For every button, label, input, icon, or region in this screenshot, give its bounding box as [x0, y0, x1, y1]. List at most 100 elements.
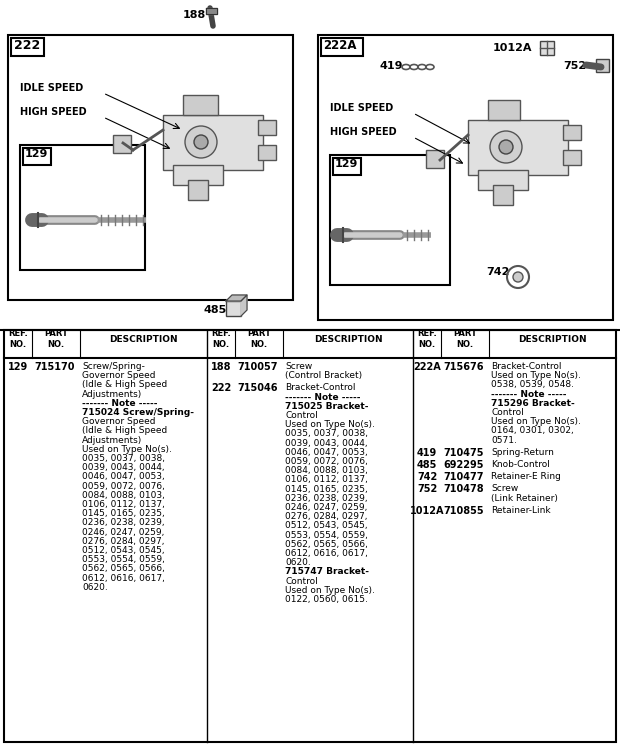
Text: 0084, 0088, 0103,: 0084, 0088, 0103, — [82, 491, 165, 500]
Text: 715025 Bracket-: 715025 Bracket- — [285, 402, 368, 411]
Text: (Idle & High Speed: (Idle & High Speed — [82, 380, 167, 389]
Bar — [0, 0, 620, 330]
Text: 752: 752 — [563, 61, 586, 71]
Text: Spring-Return: Spring-Return — [491, 448, 554, 457]
Text: DESCRIPTION: DESCRIPTION — [518, 335, 587, 344]
Polygon shape — [206, 8, 217, 14]
Text: 222A: 222A — [413, 362, 441, 372]
Bar — [258, 145, 276, 160]
Text: 0620.: 0620. — [82, 583, 108, 591]
Text: Screw/Spring-: Screw/Spring- — [82, 362, 145, 371]
Text: PART
NO.: PART NO. — [44, 330, 68, 349]
Text: 129: 129 — [25, 149, 48, 159]
Text: 1012A: 1012A — [493, 43, 533, 53]
Text: 0164, 0301, 0302,: 0164, 0301, 0302, — [491, 426, 574, 435]
Text: (Link Retainer): (Link Retainer) — [491, 493, 558, 503]
Text: Control: Control — [491, 408, 524, 417]
Text: PART
NO.: PART NO. — [453, 330, 477, 349]
Text: 0106, 0112, 0137,: 0106, 0112, 0137, — [285, 475, 368, 484]
Text: Screw: Screw — [285, 362, 312, 371]
Text: 0612, 0616, 0617,: 0612, 0616, 0617, — [285, 549, 368, 558]
Text: HIGH SPEED: HIGH SPEED — [20, 107, 87, 117]
Text: 0246, 0247, 0259,: 0246, 0247, 0259, — [285, 503, 368, 512]
Text: 419: 419 — [380, 61, 404, 71]
Text: Bracket-Control: Bracket-Control — [285, 383, 355, 392]
Bar — [163, 115, 263, 170]
Text: 0620.: 0620. — [285, 558, 311, 567]
Text: REF.
NO.: REF. NO. — [211, 330, 231, 349]
Circle shape — [513, 272, 523, 282]
Text: HIGH SPEED: HIGH SPEED — [330, 127, 397, 137]
Text: Used on Type No(s).: Used on Type No(s). — [82, 445, 172, 454]
Bar — [596, 59, 609, 72]
Text: 0084, 0088, 0103,: 0084, 0088, 0103, — [285, 466, 368, 475]
Text: 0046, 0047, 0053,: 0046, 0047, 0053, — [285, 448, 368, 457]
Bar — [563, 150, 581, 165]
Text: (Control Bracket): (Control Bracket) — [285, 371, 362, 380]
Text: Retainer-Link: Retainer-Link — [491, 506, 551, 515]
Bar — [188, 180, 208, 200]
Text: Bracket-Control: Bracket-Control — [491, 362, 562, 371]
Text: 752: 752 — [417, 484, 437, 495]
Text: 742: 742 — [417, 472, 437, 482]
Text: IDLE SPEED: IDLE SPEED — [330, 103, 393, 113]
Circle shape — [185, 126, 217, 158]
Text: Used on Type No(s).: Used on Type No(s). — [285, 586, 375, 594]
Circle shape — [490, 131, 522, 163]
Bar — [183, 95, 218, 115]
Text: 0553, 0554, 0559,: 0553, 0554, 0559, — [285, 530, 368, 539]
Bar — [493, 185, 513, 205]
Text: 419: 419 — [417, 448, 437, 458]
Text: 0553, 0554, 0559,: 0553, 0554, 0559, — [82, 555, 165, 564]
Bar — [333, 158, 361, 175]
Text: 485: 485 — [203, 305, 226, 315]
Text: DESCRIPTION: DESCRIPTION — [314, 335, 383, 344]
Bar — [8, 35, 293, 300]
Text: 0059, 0072, 0076,: 0059, 0072, 0076, — [285, 457, 368, 466]
Text: REF.
NO.: REF. NO. — [8, 330, 28, 349]
Text: 222: 222 — [211, 383, 231, 394]
Circle shape — [499, 140, 513, 154]
Text: Adjustments): Adjustments) — [82, 435, 142, 445]
Text: ------- Note -----: ------- Note ----- — [491, 390, 567, 399]
Bar — [318, 35, 613, 320]
Text: 715676: 715676 — [443, 362, 484, 372]
Text: DESCRIPTION: DESCRIPTION — [109, 335, 178, 344]
Text: 710477: 710477 — [443, 472, 484, 482]
Text: 0612, 0616, 0617,: 0612, 0616, 0617, — [82, 574, 165, 583]
Text: 0145, 0165, 0235,: 0145, 0165, 0235, — [285, 484, 368, 493]
Text: 0059, 0072, 0076,: 0059, 0072, 0076, — [82, 481, 165, 490]
Text: 0035, 0037, 0038,: 0035, 0037, 0038, — [285, 429, 368, 438]
Bar — [321, 38, 363, 56]
Text: 0571.: 0571. — [491, 435, 517, 445]
Bar — [540, 41, 554, 55]
Text: 692295: 692295 — [443, 460, 484, 470]
Text: 0035, 0037, 0038,: 0035, 0037, 0038, — [82, 454, 165, 463]
Text: 222A: 222A — [323, 39, 356, 52]
Text: 0145, 0165, 0235,: 0145, 0165, 0235, — [82, 509, 165, 519]
Text: IDLE SPEED: IDLE SPEED — [20, 83, 83, 93]
Text: 1012A: 1012A — [410, 506, 445, 516]
Text: 0276, 0284, 0297,: 0276, 0284, 0297, — [285, 512, 368, 522]
Circle shape — [194, 135, 208, 149]
Text: 0122, 0560, 0615.: 0122, 0560, 0615. — [285, 595, 368, 604]
Text: 0039, 0043, 0044,: 0039, 0043, 0044, — [82, 464, 165, 472]
Polygon shape — [226, 295, 247, 301]
Bar — [563, 125, 581, 140]
Text: 715747 Bracket-: 715747 Bracket- — [285, 568, 369, 577]
Text: 0562, 0565, 0566,: 0562, 0565, 0566, — [285, 540, 368, 549]
Text: Governor Speed: Governor Speed — [82, 417, 156, 426]
Text: 129: 129 — [8, 362, 28, 372]
Bar — [330, 155, 450, 285]
Text: 129: 129 — [335, 159, 358, 169]
Text: 485: 485 — [417, 460, 437, 470]
Text: 0538, 0539, 0548.: 0538, 0539, 0548. — [491, 380, 574, 389]
Text: Used on Type No(s).: Used on Type No(s). — [285, 420, 375, 429]
Text: ------- Note -----: ------- Note ----- — [285, 393, 360, 402]
Text: Governor Speed: Governor Speed — [82, 371, 156, 380]
Text: 715296 Bracket-: 715296 Bracket- — [491, 399, 575, 408]
Text: 0236, 0238, 0239,: 0236, 0238, 0239, — [82, 519, 165, 527]
Text: 710057: 710057 — [237, 362, 278, 372]
Bar — [226, 301, 241, 316]
Text: Used on Type No(s).: Used on Type No(s). — [491, 417, 581, 426]
